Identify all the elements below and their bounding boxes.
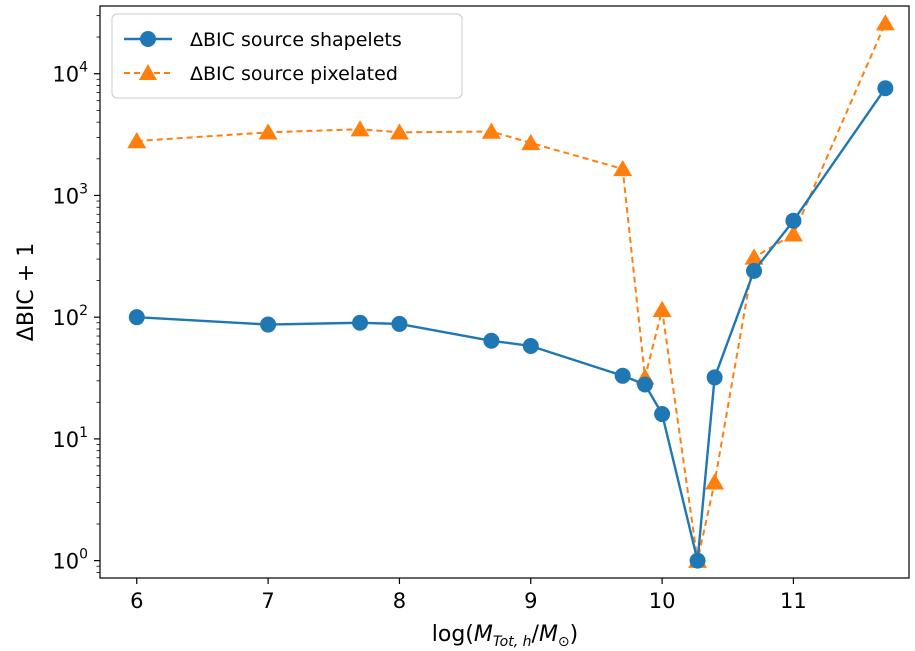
data-point [613, 159, 633, 177]
data-point [389, 123, 409, 140]
legend-box [111, 13, 463, 99]
data-point [652, 300, 672, 317]
series-shapelets [128, 80, 894, 569]
series-line [136, 87, 887, 562]
data-point [521, 133, 541, 151]
x-tick-label: 10 [649, 589, 676, 613]
data-point [705, 473, 725, 490]
legend-marker-shapelets [140, 31, 156, 47]
y-tick-label: 104 [52, 60, 88, 87]
y-tick-label: 101 [52, 425, 88, 452]
data-point [127, 132, 147, 149]
data-point [483, 332, 500, 349]
data-point [783, 225, 803, 242]
x-tick-label: 8 [393, 589, 406, 613]
ticks-layer: 6 7 8 9 10 11 100 101 102 103 104 [52, 15, 807, 613]
data-point [785, 212, 802, 229]
x-tick-label: 6 [130, 589, 143, 613]
plot-frame [99, 5, 910, 579]
data-point [875, 14, 895, 31]
data-point [391, 315, 408, 332]
legend-marker-pixelated [139, 64, 157, 80]
data-point [706, 369, 723, 386]
data-point [522, 337, 539, 354]
y-axis-label: ΔBIC + 1 [14, 243, 39, 341]
data-point [481, 122, 501, 139]
data-point [258, 123, 278, 140]
series-layer [127, 14, 895, 569]
x-tick-label: 7 [261, 589, 274, 613]
data-point [689, 552, 706, 569]
series-line [136, 22, 887, 562]
legend: ΔBIC source shapelets ΔBIC source pixela… [111, 13, 463, 99]
legend-label-shapelets: ΔBIC source shapelets [190, 29, 402, 51]
y-tick-label: 103 [52, 181, 88, 208]
y-tick-label: 102 [52, 303, 88, 330]
legend-label-pixelated: ΔBIC source pixelated [190, 63, 398, 85]
data-point [128, 309, 145, 326]
data-point [352, 314, 369, 331]
data-point [877, 80, 894, 97]
data-point [614, 367, 631, 384]
x-tick-label: 9 [524, 589, 537, 613]
data-point [260, 316, 277, 333]
data-point [350, 120, 370, 137]
x-tick-label: 11 [780, 589, 807, 613]
x-axis-label: log(MTot, h/M⊙) [432, 622, 579, 650]
data-point [744, 248, 764, 265]
y-tick-label: 100 [52, 547, 88, 574]
data-point [746, 262, 763, 279]
data-point [637, 376, 654, 393]
data-point [654, 406, 671, 423]
